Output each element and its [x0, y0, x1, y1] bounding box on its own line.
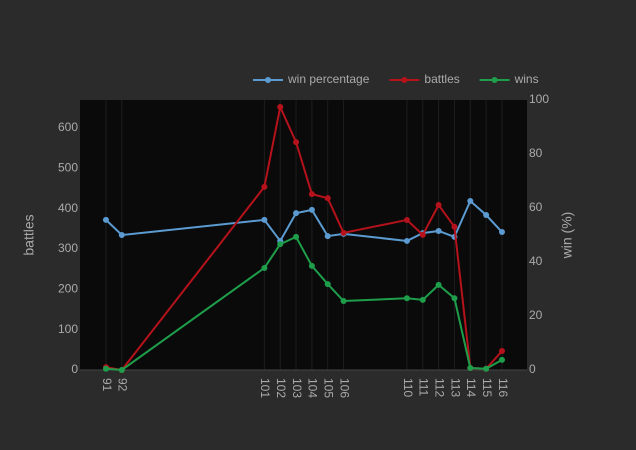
data-point: [483, 212, 490, 219]
y-axis-title: battles: [21, 214, 37, 255]
x-tick-label: 112: [432, 378, 446, 397]
x-tick-label: 111: [417, 378, 431, 397]
data-point: [277, 241, 284, 248]
y2-tick-label: 60: [529, 200, 543, 214]
legend-marker: [401, 77, 408, 83]
data-point: [308, 206, 315, 213]
data-point: [277, 104, 284, 111]
x-tick-label: 113: [448, 378, 462, 397]
x-tick-label: 110: [401, 378, 415, 397]
data-point: [293, 210, 300, 217]
data-point: [435, 202, 442, 209]
x-tick-label: 92: [116, 378, 130, 392]
data-point: [340, 229, 347, 236]
legend-marker: [265, 77, 271, 83]
y-tick-label: 100: [58, 322, 78, 336]
y-tick-label: 400: [58, 201, 78, 215]
data-point: [467, 364, 474, 371]
data-point: [419, 296, 426, 303]
data-point: [293, 139, 300, 146]
x-tick-label: 104: [306, 378, 320, 398]
x-tick-label: 91: [100, 378, 114, 392]
data-point: [435, 227, 442, 234]
data-point: [102, 216, 109, 223]
x-tick-label: 102: [274, 378, 288, 398]
y-tick-label: 200: [58, 282, 78, 296]
data-point: [118, 367, 125, 373]
data-point: [340, 298, 347, 305]
x-tick-label: 115: [480, 378, 494, 397]
legend-label: wins: [514, 72, 539, 86]
y-tick-label: 300: [58, 241, 78, 255]
data-point: [403, 216, 410, 223]
y-tick-label: 500: [58, 160, 78, 174]
data-point: [498, 348, 505, 355]
data-point: [261, 264, 268, 271]
data-point: [324, 195, 331, 202]
data-point: [261, 216, 268, 223]
y-tick-label: 0: [71, 362, 78, 376]
legend-marker: [491, 77, 498, 83]
data-point: [451, 223, 458, 230]
data-point: [308, 262, 315, 269]
data-point: [498, 356, 505, 363]
legend-label: battles: [424, 72, 459, 86]
data-point: [435, 281, 442, 288]
data-point: [403, 237, 410, 244]
y2-tick-label: 80: [529, 146, 543, 160]
data-point: [467, 197, 474, 204]
y2-tick-label: 20: [529, 308, 543, 322]
data-point: [102, 365, 109, 372]
y2-tick-label: 100: [529, 92, 549, 106]
data-point: [483, 365, 490, 372]
data-point: [403, 295, 410, 302]
data-point: [324, 233, 331, 240]
data-point: [261, 183, 268, 190]
x-tick-label: 106: [337, 378, 351, 398]
data-point: [308, 191, 315, 198]
plot-area: [80, 100, 527, 370]
x-tick-label: 101: [258, 378, 272, 398]
legend-label: win percentage: [287, 72, 370, 86]
x-tick-label: 114: [464, 378, 478, 397]
y2-tick-label: 40: [529, 254, 543, 268]
y2-axis-title: win (%): [559, 212, 575, 260]
data-point: [498, 229, 505, 236]
x-tick-label: 103: [290, 378, 304, 398]
data-point: [293, 233, 300, 240]
x-tick-label: 116: [496, 378, 510, 397]
y-tick-label: 600: [58, 120, 78, 134]
data-point: [324, 281, 331, 288]
y2-tick-label: 0: [529, 362, 536, 376]
data-point: [451, 295, 458, 302]
data-point: [419, 231, 426, 238]
data-point: [118, 232, 125, 238]
x-tick-label: 105: [322, 378, 336, 398]
